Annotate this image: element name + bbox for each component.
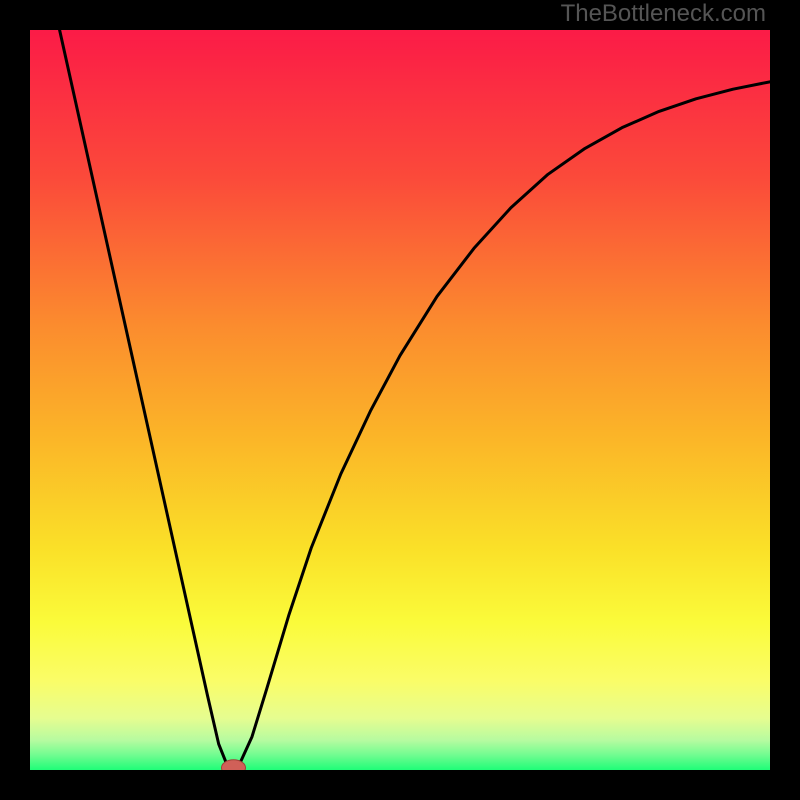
attribution-text: TheBottleneck.com bbox=[561, 0, 766, 28]
marker-svg bbox=[30, 30, 770, 770]
plot-area bbox=[30, 30, 770, 770]
minimum-marker bbox=[222, 760, 246, 770]
chart-container: TheBottleneck.com bbox=[0, 0, 800, 800]
